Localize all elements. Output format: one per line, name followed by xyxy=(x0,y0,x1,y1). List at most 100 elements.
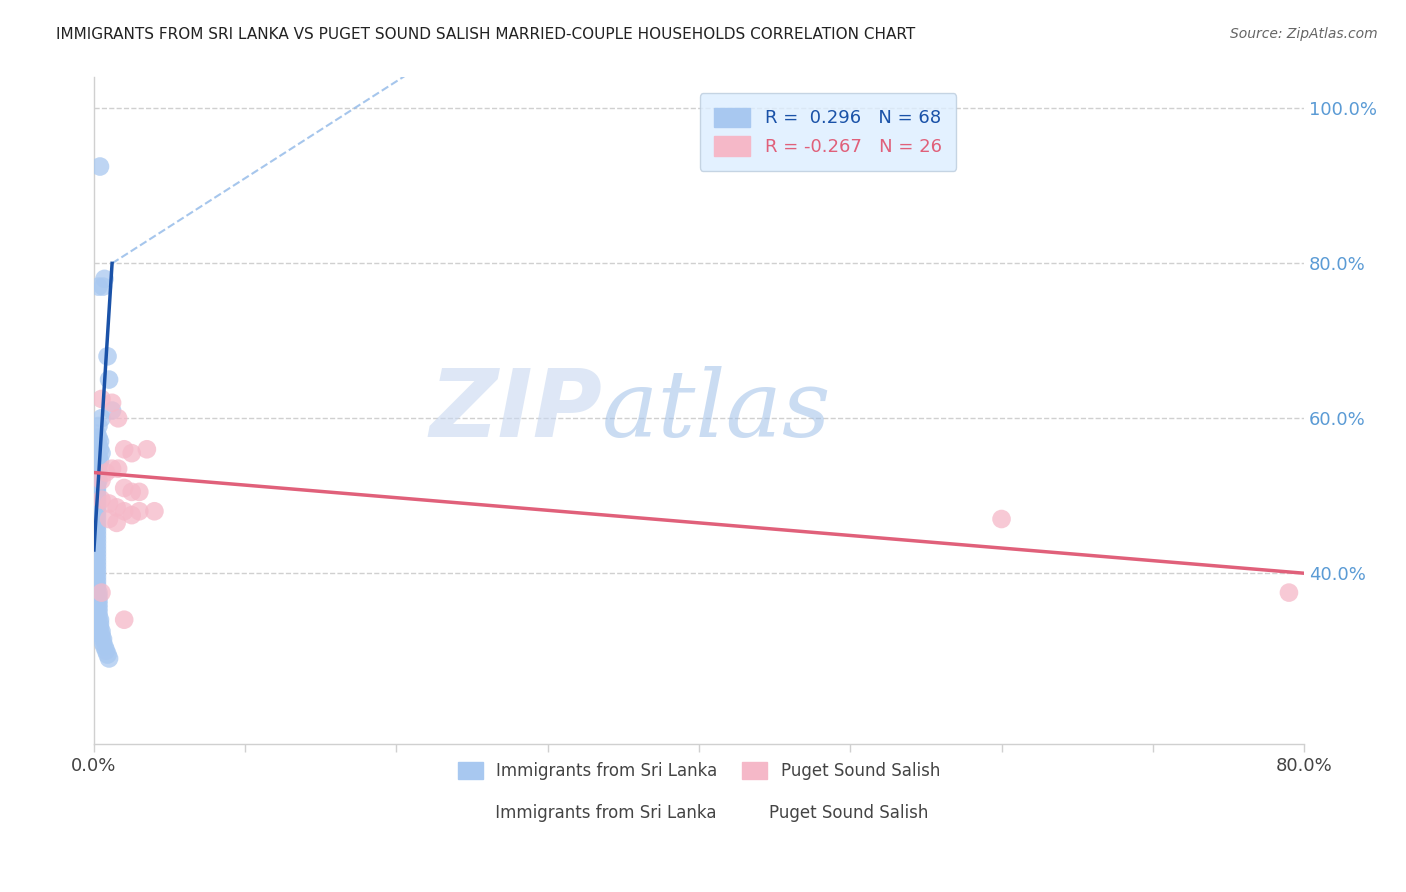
Point xyxy=(86,508,108,523)
Point xyxy=(121,446,143,460)
Point xyxy=(86,520,108,534)
Point xyxy=(87,450,110,464)
Point xyxy=(87,473,110,487)
Point xyxy=(105,516,128,530)
Text: atlas: atlas xyxy=(602,366,832,456)
Point xyxy=(90,392,112,406)
Point xyxy=(94,643,117,657)
Text: Immigrants from Sri Lanka          Puget Sound Salish: Immigrants from Sri Lanka Puget Sound Sa… xyxy=(470,804,929,822)
Point xyxy=(86,500,108,515)
Point xyxy=(90,492,112,507)
Point xyxy=(121,484,143,499)
Point xyxy=(90,411,112,425)
Point xyxy=(86,555,108,569)
Point xyxy=(112,613,135,627)
Point xyxy=(98,651,121,665)
Point xyxy=(96,648,118,662)
Point xyxy=(87,466,110,480)
Point xyxy=(86,496,108,510)
Point xyxy=(91,279,114,293)
Point xyxy=(90,473,112,487)
Point xyxy=(89,442,111,457)
Point xyxy=(87,608,110,623)
Point xyxy=(87,438,110,452)
Point xyxy=(87,597,110,611)
Point xyxy=(112,442,135,457)
Point xyxy=(87,593,110,607)
Point xyxy=(1278,585,1301,599)
Point xyxy=(98,496,121,510)
Point xyxy=(86,558,108,573)
Point xyxy=(89,616,111,631)
Point xyxy=(87,590,110,604)
Point xyxy=(112,504,135,518)
Point xyxy=(87,458,110,472)
Point xyxy=(86,461,108,475)
Point xyxy=(87,585,110,599)
Point xyxy=(86,550,108,565)
Point xyxy=(91,636,114,650)
Point xyxy=(98,512,121,526)
Point xyxy=(86,543,108,558)
Point xyxy=(86,481,108,495)
Point xyxy=(89,454,111,468)
Point xyxy=(89,620,111,634)
Point xyxy=(101,461,124,475)
Point xyxy=(86,426,108,441)
Point xyxy=(135,442,157,457)
Point xyxy=(86,524,108,538)
Point xyxy=(87,431,110,445)
Point xyxy=(90,585,112,599)
Point xyxy=(94,466,117,480)
Point xyxy=(96,349,118,363)
Point xyxy=(93,640,115,654)
Text: ZIP: ZIP xyxy=(429,365,602,457)
Point xyxy=(87,605,110,619)
Point xyxy=(86,535,108,549)
Text: Source: ZipAtlas.com: Source: ZipAtlas.com xyxy=(1230,27,1378,41)
Point xyxy=(86,566,108,581)
Point xyxy=(105,500,128,515)
Point xyxy=(86,570,108,584)
Point xyxy=(121,508,143,523)
Point xyxy=(86,574,108,588)
Point xyxy=(101,396,124,410)
Point xyxy=(89,160,111,174)
Point xyxy=(112,481,135,495)
Point xyxy=(143,504,166,518)
Point xyxy=(86,504,108,518)
Point xyxy=(86,582,108,596)
Point xyxy=(87,279,110,293)
Legend: Immigrants from Sri Lanka, Puget Sound Salish: Immigrants from Sri Lanka, Puget Sound S… xyxy=(450,754,949,789)
Point xyxy=(90,628,112,642)
Point xyxy=(86,516,108,530)
Point xyxy=(101,403,124,417)
Text: IMMIGRANTS FROM SRI LANKA VS PUGET SOUND SALISH MARRIED-COUPLE HOUSEHOLDS CORREL: IMMIGRANTS FROM SRI LANKA VS PUGET SOUND… xyxy=(56,27,915,42)
Point xyxy=(90,624,112,639)
Point xyxy=(86,489,108,503)
Point xyxy=(89,613,111,627)
Point xyxy=(128,504,150,518)
Point xyxy=(86,547,108,561)
Point xyxy=(86,484,108,499)
Point xyxy=(86,527,108,541)
Point xyxy=(87,601,110,615)
Point xyxy=(107,461,129,475)
Point xyxy=(86,477,108,491)
Point xyxy=(91,632,114,646)
Point xyxy=(86,512,108,526)
Point xyxy=(86,562,108,576)
Point xyxy=(93,272,115,286)
Point xyxy=(86,578,108,592)
Point xyxy=(107,411,129,425)
Point xyxy=(990,512,1012,526)
Point xyxy=(87,419,110,434)
Point xyxy=(128,484,150,499)
Point xyxy=(89,434,111,449)
Point xyxy=(86,539,108,553)
Point xyxy=(86,469,108,483)
Point xyxy=(86,492,108,507)
Point xyxy=(86,532,108,546)
Point xyxy=(98,373,121,387)
Point xyxy=(90,446,112,460)
